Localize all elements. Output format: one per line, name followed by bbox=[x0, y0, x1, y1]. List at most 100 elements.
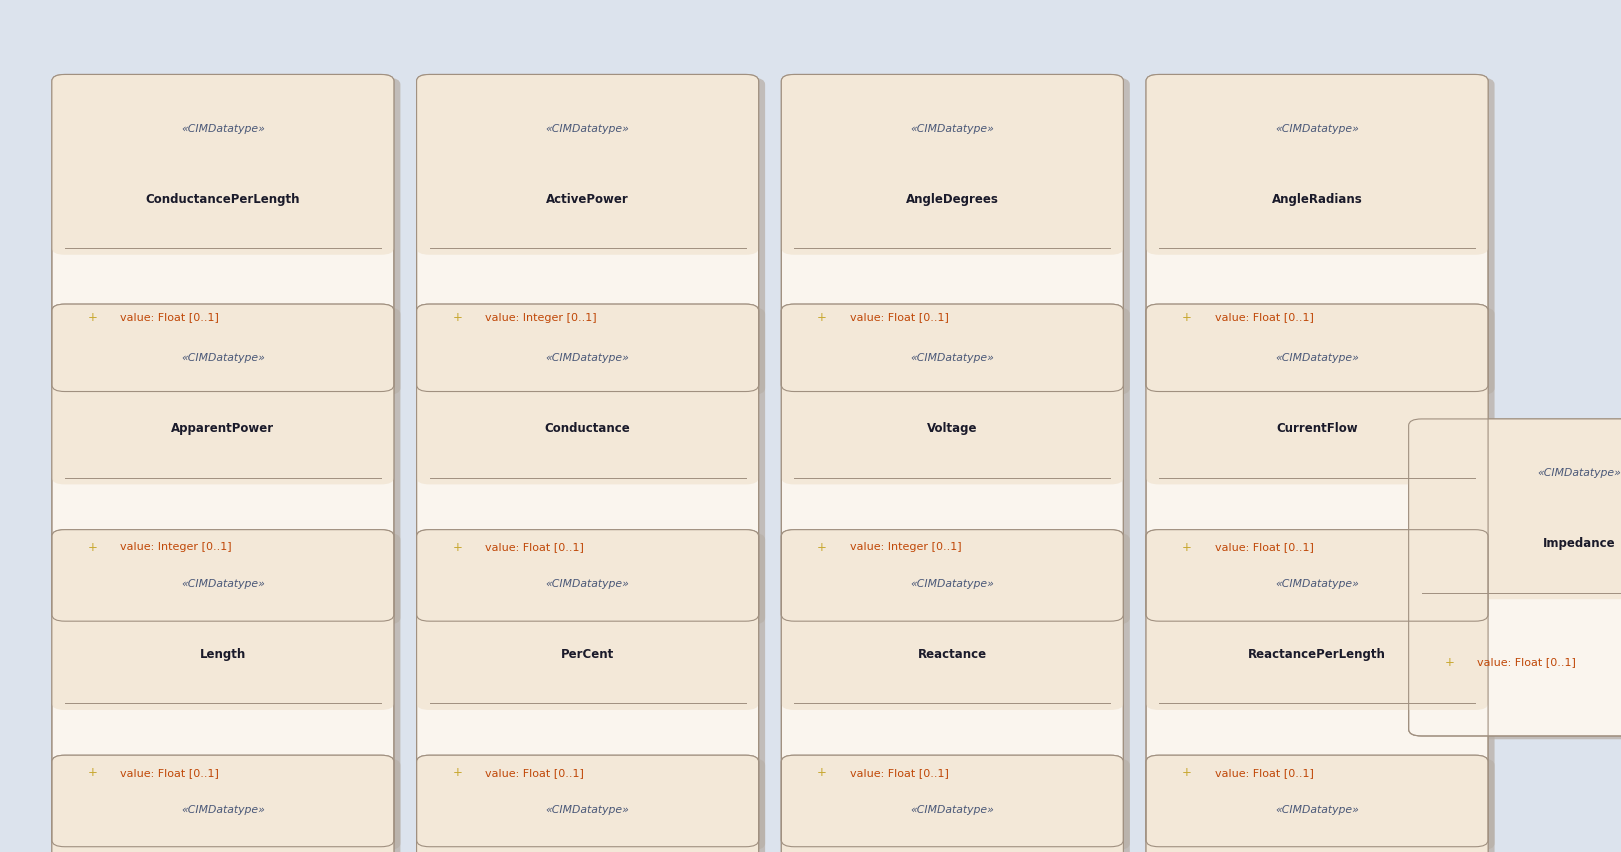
Text: «CIMDatatype»: «CIMDatatype» bbox=[1538, 468, 1621, 478]
FancyBboxPatch shape bbox=[58, 533, 400, 850]
FancyBboxPatch shape bbox=[52, 756, 394, 852]
Text: ApparentPower: ApparentPower bbox=[172, 422, 274, 435]
Text: «CIMDatatype»: «CIMDatatype» bbox=[1276, 803, 1358, 814]
Text: +: + bbox=[452, 311, 462, 324]
Text: value: Integer [0..1]: value: Integer [0..1] bbox=[478, 312, 597, 322]
Text: +: + bbox=[88, 311, 97, 324]
FancyBboxPatch shape bbox=[52, 75, 394, 256]
FancyBboxPatch shape bbox=[1146, 75, 1488, 392]
FancyBboxPatch shape bbox=[781, 530, 1123, 847]
Text: +: + bbox=[88, 540, 97, 553]
FancyBboxPatch shape bbox=[1409, 419, 1621, 600]
FancyBboxPatch shape bbox=[1146, 530, 1488, 847]
FancyBboxPatch shape bbox=[58, 78, 400, 395]
FancyBboxPatch shape bbox=[423, 533, 765, 850]
Text: +: + bbox=[817, 765, 827, 779]
Bar bbox=[65, 420, 381, 478]
FancyBboxPatch shape bbox=[417, 75, 759, 392]
FancyBboxPatch shape bbox=[417, 305, 759, 485]
Bar bbox=[430, 420, 746, 478]
FancyBboxPatch shape bbox=[1153, 78, 1495, 395]
FancyBboxPatch shape bbox=[781, 756, 1123, 852]
FancyBboxPatch shape bbox=[781, 75, 1123, 256]
Text: Length: Length bbox=[199, 647, 246, 660]
FancyBboxPatch shape bbox=[1409, 419, 1621, 736]
FancyBboxPatch shape bbox=[52, 305, 394, 621]
Text: ReactancePerLength: ReactancePerLength bbox=[1248, 647, 1386, 660]
Text: «CIMDatatype»: «CIMDatatype» bbox=[911, 579, 994, 589]
Text: value: Integer [0..1]: value: Integer [0..1] bbox=[843, 542, 961, 551]
Text: +: + bbox=[817, 311, 827, 324]
Text: value: Float [0..1]: value: Float [0..1] bbox=[113, 767, 219, 777]
FancyBboxPatch shape bbox=[423, 758, 765, 852]
Text: «CIMDatatype»: «CIMDatatype» bbox=[182, 803, 264, 814]
Bar bbox=[1422, 534, 1621, 593]
FancyBboxPatch shape bbox=[1146, 530, 1488, 710]
FancyBboxPatch shape bbox=[423, 78, 765, 395]
Text: «CIMDatatype»: «CIMDatatype» bbox=[182, 579, 264, 589]
Bar bbox=[1159, 420, 1475, 478]
FancyBboxPatch shape bbox=[1146, 756, 1488, 852]
Text: value: Float [0..1]: value: Float [0..1] bbox=[478, 542, 584, 551]
Bar bbox=[65, 191, 381, 249]
Text: «CIMDatatype»: «CIMDatatype» bbox=[546, 353, 629, 363]
Bar bbox=[794, 645, 1110, 704]
Text: Impedance: Impedance bbox=[1543, 537, 1616, 550]
Text: «CIMDatatype»: «CIMDatatype» bbox=[182, 124, 264, 134]
FancyBboxPatch shape bbox=[1153, 533, 1495, 850]
Text: CurrentFlow: CurrentFlow bbox=[1276, 422, 1358, 435]
FancyBboxPatch shape bbox=[1415, 423, 1621, 740]
FancyBboxPatch shape bbox=[1146, 756, 1488, 852]
Text: value: Float [0..1]: value: Float [0..1] bbox=[1208, 767, 1313, 777]
FancyBboxPatch shape bbox=[423, 308, 765, 625]
Text: PerCent: PerCent bbox=[561, 647, 614, 660]
Text: +: + bbox=[1182, 765, 1191, 779]
FancyBboxPatch shape bbox=[1153, 308, 1495, 625]
FancyBboxPatch shape bbox=[788, 308, 1130, 625]
FancyBboxPatch shape bbox=[781, 305, 1123, 485]
Text: ActivePower: ActivePower bbox=[546, 193, 629, 205]
Text: «CIMDatatype»: «CIMDatatype» bbox=[911, 803, 994, 814]
FancyBboxPatch shape bbox=[52, 530, 394, 847]
Text: «CIMDatatype»: «CIMDatatype» bbox=[1276, 579, 1358, 589]
FancyBboxPatch shape bbox=[417, 75, 759, 256]
Text: +: + bbox=[817, 540, 827, 553]
Text: +: + bbox=[452, 765, 462, 779]
FancyBboxPatch shape bbox=[52, 756, 394, 852]
Text: +: + bbox=[452, 540, 462, 553]
FancyBboxPatch shape bbox=[417, 530, 759, 847]
FancyBboxPatch shape bbox=[58, 308, 400, 625]
Text: value: Integer [0..1]: value: Integer [0..1] bbox=[113, 542, 232, 551]
Text: «CIMDatatype»: «CIMDatatype» bbox=[1276, 124, 1358, 134]
Text: value: Float [0..1]: value: Float [0..1] bbox=[1208, 312, 1313, 322]
FancyBboxPatch shape bbox=[788, 758, 1130, 852]
Bar bbox=[1159, 191, 1475, 249]
FancyBboxPatch shape bbox=[417, 530, 759, 710]
Text: value: Float [0..1]: value: Float [0..1] bbox=[843, 312, 948, 322]
FancyBboxPatch shape bbox=[417, 305, 759, 621]
FancyBboxPatch shape bbox=[781, 530, 1123, 710]
Text: «CIMDatatype»: «CIMDatatype» bbox=[546, 803, 629, 814]
Text: +: + bbox=[1182, 311, 1191, 324]
Text: «CIMDatatype»: «CIMDatatype» bbox=[182, 353, 264, 363]
FancyBboxPatch shape bbox=[788, 78, 1130, 395]
FancyBboxPatch shape bbox=[781, 305, 1123, 621]
Text: Reactance: Reactance bbox=[917, 647, 987, 660]
FancyBboxPatch shape bbox=[417, 756, 759, 852]
Text: «CIMDatatype»: «CIMDatatype» bbox=[546, 124, 629, 134]
Text: +: + bbox=[1444, 655, 1454, 668]
Bar bbox=[794, 420, 1110, 478]
FancyBboxPatch shape bbox=[52, 305, 394, 485]
Bar bbox=[65, 645, 381, 704]
Text: +: + bbox=[1182, 540, 1191, 553]
Text: AngleDegrees: AngleDegrees bbox=[906, 193, 999, 205]
FancyBboxPatch shape bbox=[1146, 75, 1488, 256]
FancyBboxPatch shape bbox=[1146, 305, 1488, 485]
Text: «CIMDatatype»: «CIMDatatype» bbox=[1276, 353, 1358, 363]
FancyBboxPatch shape bbox=[58, 758, 400, 852]
Text: «CIMDatatype»: «CIMDatatype» bbox=[546, 579, 629, 589]
FancyBboxPatch shape bbox=[52, 75, 394, 392]
Bar bbox=[430, 645, 746, 704]
Text: value: Float [0..1]: value: Float [0..1] bbox=[113, 312, 219, 322]
Text: Conductance: Conductance bbox=[545, 422, 631, 435]
